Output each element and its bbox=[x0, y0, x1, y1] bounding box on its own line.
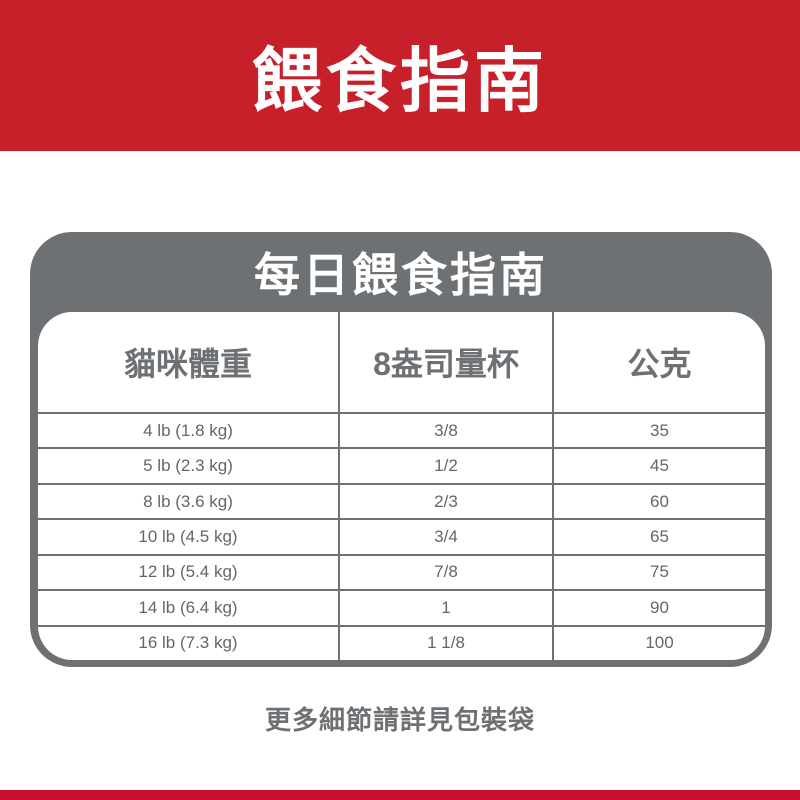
cell-cups: 3/8 bbox=[338, 411, 554, 450]
table-row: 12 lb (5.4 kg) 7/8 75 bbox=[38, 553, 765, 592]
cell-grams: 90 bbox=[552, 589, 765, 627]
column-header-cups: 8盎司量杯 bbox=[338, 312, 554, 414]
cell-cups: 3/4 bbox=[338, 518, 554, 556]
cell-weight: 16 lb (7.3 kg) bbox=[38, 624, 340, 660]
page-title: 餵食指南 bbox=[252, 42, 548, 120]
table-row: 16 lb (7.3 kg) 1 1/8 100 bbox=[38, 624, 765, 660]
cell-weight: 14 lb (6.4 kg) bbox=[38, 589, 340, 627]
table-row: 10 lb (4.5 kg) 3/4 65 bbox=[38, 518, 765, 556]
cell-grams: 45 bbox=[552, 447, 765, 485]
cell-cups: 7/8 bbox=[338, 553, 554, 592]
cell-grams: 65 bbox=[552, 518, 765, 556]
column-header-weight: 貓咪體重 bbox=[38, 312, 340, 414]
column-header-grams: 公克 bbox=[552, 312, 765, 414]
cell-weight: 8 lb (3.6 kg) bbox=[38, 482, 340, 521]
cell-cups: 1 1/8 bbox=[338, 624, 554, 660]
table-header-row: 貓咪體重 8盎司量杯 公克 bbox=[38, 312, 765, 414]
cell-weight: 10 lb (4.5 kg) bbox=[38, 518, 340, 556]
feeding-guide-card: 每日餵食指南 貓咪體重 8盎司量杯 公克 4 lb (1.8 kg) 3/8 35 5… bbox=[30, 232, 772, 667]
cell-grams: 60 bbox=[552, 482, 765, 521]
bottom-bar bbox=[0, 790, 800, 800]
table-row: 5 lb (2.3 kg) 1/2 45 bbox=[38, 447, 765, 485]
cell-weight: 5 lb (2.3 kg) bbox=[38, 447, 340, 485]
cell-cups: 1/2 bbox=[338, 447, 554, 485]
cell-grams: 75 bbox=[552, 553, 765, 592]
feeding-table: 貓咪體重 8盎司量杯 公克 4 lb (1.8 kg) 3/8 35 5 lb (2.… bbox=[38, 312, 765, 660]
card-title: 每日餵食指南 bbox=[254, 249, 548, 301]
feeding-table-wrap: 貓咪體重 8盎司量杯 公克 4 lb (1.8 kg) 3/8 35 5 lb (2.… bbox=[38, 312, 765, 660]
cell-weight: 12 lb (5.4 kg) bbox=[38, 553, 340, 592]
table-row: 14 lb (6.4 kg) 1 90 bbox=[38, 589, 765, 627]
cell-cups: 2/3 bbox=[338, 482, 554, 521]
cell-cups: 1 bbox=[338, 589, 554, 627]
cell-grams: 35 bbox=[552, 411, 765, 450]
table-row: 4 lb (1.8 kg) 3/8 35 bbox=[38, 411, 765, 450]
cell-grams: 100 bbox=[552, 624, 765, 660]
cell-weight: 4 lb (1.8 kg) bbox=[38, 411, 340, 450]
top-banner: 餵食指南 bbox=[0, 0, 800, 151]
footer-note: 更多細節請詳見包裝袋 bbox=[264, 705, 535, 735]
table-row: 8 lb (3.6 kg) 2/3 60 bbox=[38, 482, 765, 521]
